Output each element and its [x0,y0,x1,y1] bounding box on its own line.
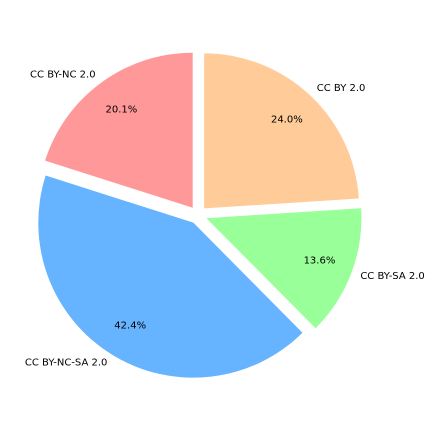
pct-label-cc-by-nc-2-0: 20.1% [105,105,137,116]
pie-slice-cc-by-nc-sa-2-0 [38,175,303,378]
pct-label-cc-by-sa-2-0: 13.6% [304,256,336,267]
slices-layer [38,52,362,378]
slice-label-cc-by-nc-sa-2-0: CC BY-NC-SA 2.0 [25,358,108,369]
slice-label-cc-by-2-0: CC BY 2.0 [317,83,366,94]
slice-label-cc-by-nc-2-0: CC BY-NC 2.0 [30,69,96,80]
labels-layer: 20.1% CC BY-NC 2.0 42.4% CC BY-NC-SA 2.0 13.… [25,69,425,368]
slice-label-cc-by-sa-2-0: CC BY-SA 2.0 [360,271,424,282]
pie-slice-cc-by-nc-2-0 [45,52,193,208]
pie-slice-cc-by-2-0 [204,53,359,209]
pct-label-cc-by-2-0: 24.0% [271,115,303,126]
pct-label-cc-by-nc-sa-2-0: 42.4% [114,320,146,331]
pie-slice-cc-by-sa-2-0 [206,208,362,329]
